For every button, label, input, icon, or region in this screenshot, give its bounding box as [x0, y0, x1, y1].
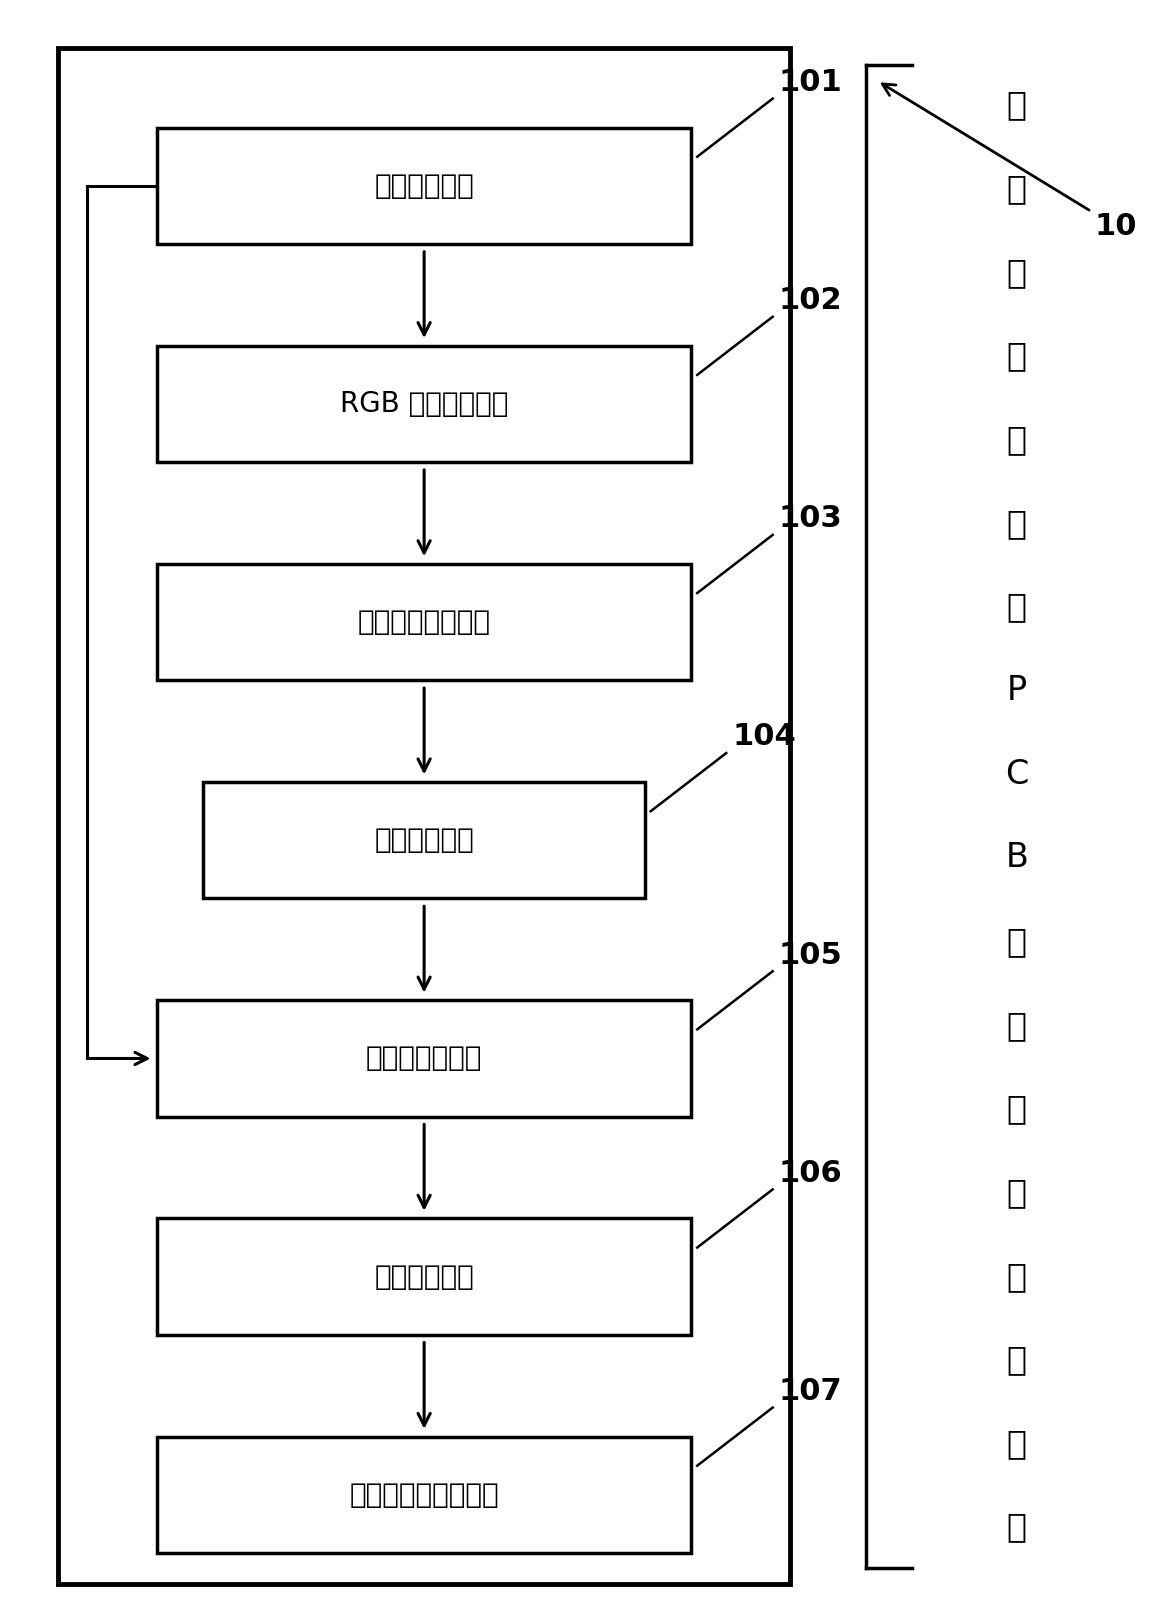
Text: 迁: 迁 [1006, 1259, 1027, 1293]
Text: 析: 析 [1006, 507, 1027, 540]
Text: 类: 类 [1006, 339, 1027, 373]
Bar [157, 564, 691, 680]
Text: P: P [1006, 674, 1027, 708]
Text: 色: 色 [1006, 1092, 1027, 1125]
Text: 103: 103 [779, 504, 842, 533]
Text: 基: 基 [1006, 89, 1027, 121]
Text: 于: 于 [1006, 173, 1027, 205]
Text: RGB 彩图获取模块: RGB 彩图获取模块 [340, 389, 508, 419]
Text: 图像采集模块: 图像采集模块 [374, 171, 474, 200]
Text: 装: 装 [1006, 1427, 1027, 1459]
Text: 101: 101 [779, 68, 842, 97]
Text: 颜色聚类模块: 颜色聚类模块 [374, 826, 474, 855]
Text: 102: 102 [779, 286, 842, 315]
Bar [157, 128, 691, 244]
Text: 分: 分 [1006, 423, 1027, 456]
Text: 10: 10 [882, 84, 1136, 241]
Text: 彩: 彩 [1006, 1176, 1027, 1209]
Bar [157, 1437, 691, 1553]
Bar [203, 782, 645, 898]
Text: 的: 的 [1006, 590, 1027, 624]
Text: 颜色空间逆变换模块: 颜色空间逆变换模块 [350, 1480, 498, 1509]
Text: 颜色映射模块: 颜色映射模块 [374, 1262, 474, 1291]
Text: 聚: 聚 [1006, 255, 1027, 289]
Text: 104: 104 [732, 722, 796, 751]
Text: C: C [1005, 758, 1028, 790]
Bar [58, 48, 790, 1584]
Text: 颜色簇匹配模块: 颜色簇匹配模块 [366, 1044, 482, 1073]
Text: 颜色空间变换模块: 颜色空间变换模块 [358, 608, 490, 637]
Bar [157, 346, 691, 462]
Text: 106: 106 [779, 1159, 842, 1188]
Text: 置: 置 [1006, 1511, 1027, 1543]
Text: 移: 移 [1006, 1343, 1027, 1377]
Text: 107: 107 [779, 1377, 842, 1406]
Bar [157, 1218, 691, 1335]
Text: 105: 105 [779, 941, 842, 970]
Text: 图: 图 [1006, 924, 1027, 958]
Bar [157, 1000, 691, 1117]
Text: B: B [1005, 842, 1028, 874]
Text: 像: 像 [1006, 1008, 1027, 1042]
